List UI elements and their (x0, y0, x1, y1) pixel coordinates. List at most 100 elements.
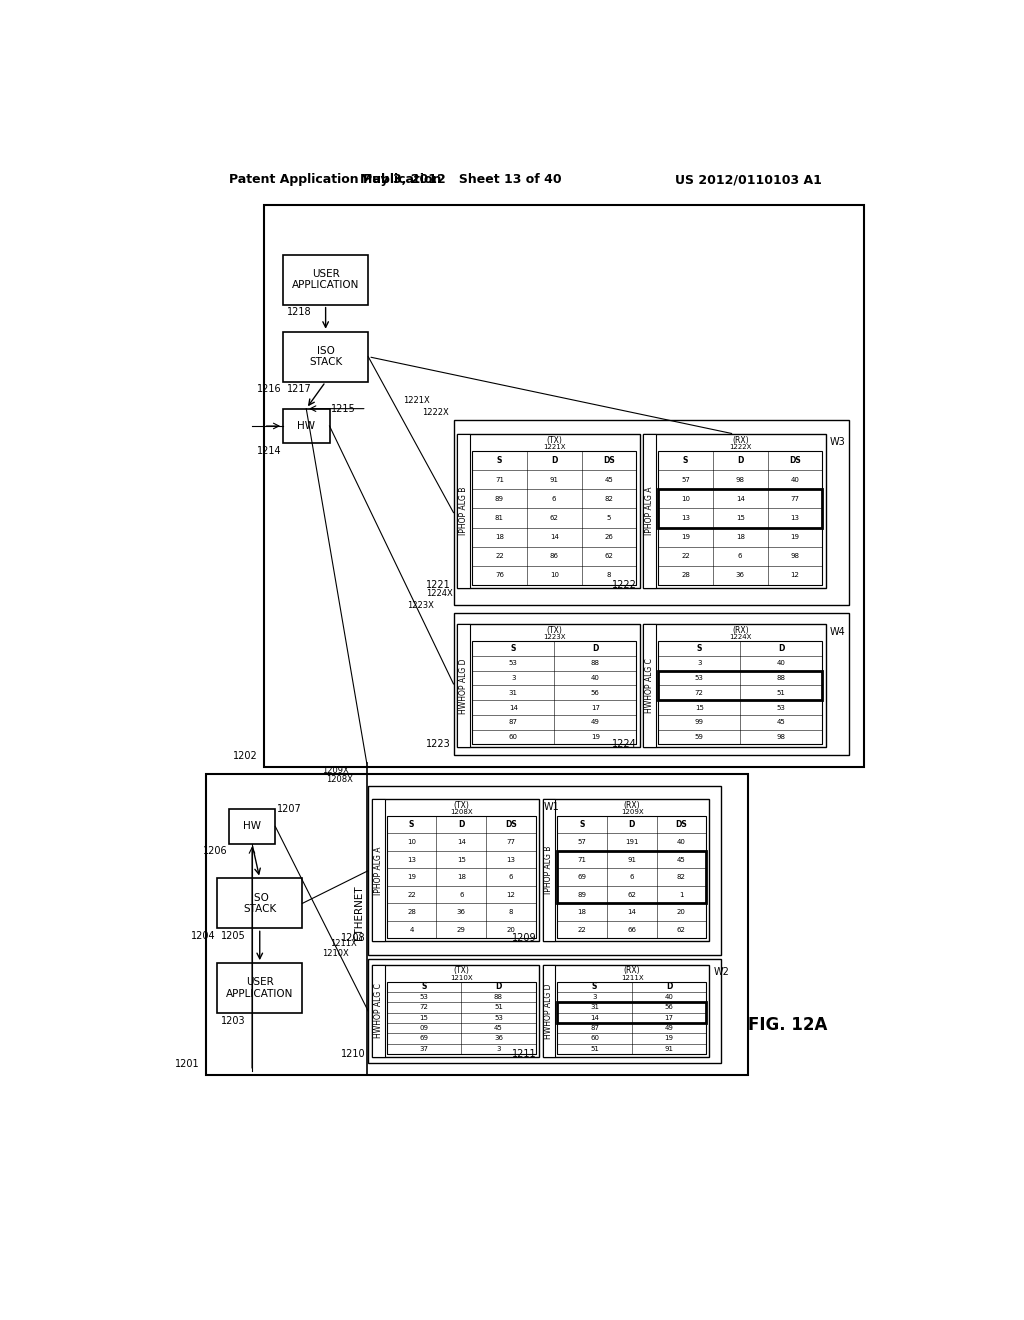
Bar (658, 642, 822, 744)
Text: S: S (511, 644, 516, 653)
Text: 1209X: 1209X (323, 766, 349, 775)
Text: Patent Application Publication: Patent Application Publication (228, 173, 441, 186)
Text: D: D (629, 820, 635, 829)
Text: 3: 3 (497, 1045, 501, 1052)
Text: 69: 69 (578, 874, 587, 880)
Text: 1211X: 1211X (621, 974, 643, 981)
Bar (557, 816, 707, 939)
Text: 77: 77 (791, 496, 800, 502)
Text: DS: DS (603, 457, 614, 465)
Text: 1218: 1218 (287, 308, 311, 317)
Text: 82: 82 (604, 496, 613, 502)
Bar (263, 205, 864, 767)
Text: (TX): (TX) (547, 626, 562, 635)
Text: USER
APPLICATION: USER APPLICATION (226, 977, 294, 999)
Text: 53: 53 (494, 1015, 503, 1020)
Text: (RX): (RX) (732, 436, 749, 445)
Text: (RX): (RX) (732, 626, 749, 635)
Text: 77: 77 (506, 840, 515, 845)
Text: D: D (458, 820, 465, 829)
Text: 17: 17 (591, 705, 600, 710)
Bar (658, 671, 822, 700)
Text: 40: 40 (591, 675, 600, 681)
Text: 13: 13 (506, 857, 515, 863)
Text: 1216: 1216 (257, 384, 282, 395)
Bar (557, 1002, 707, 1023)
Text: IPHOP ALG B: IPHOP ALG B (459, 487, 468, 535)
Text: IPHOP ALG A: IPHOP ALG A (374, 846, 383, 895)
Text: (RX): (RX) (624, 966, 640, 975)
Text: 1201: 1201 (175, 1059, 200, 1069)
Text: IPHOP ALG B: IPHOP ALG B (545, 846, 553, 895)
Bar (283, 255, 369, 305)
Text: 81: 81 (495, 515, 504, 521)
Text: 98: 98 (791, 553, 800, 560)
Text: FIG. 12A: FIG. 12A (748, 1015, 827, 1034)
Text: 91: 91 (550, 477, 559, 483)
Text: 1211: 1211 (512, 1049, 537, 1059)
Text: 57: 57 (681, 477, 690, 483)
Text: 1210X: 1210X (451, 974, 473, 981)
Text: 1206: 1206 (203, 846, 227, 857)
Text: S: S (696, 644, 701, 653)
Text: S: S (409, 820, 415, 829)
Text: D: D (666, 982, 672, 991)
Text: ETHERNET: ETHERNET (354, 886, 364, 940)
Text: W3: W3 (830, 437, 846, 446)
Text: 18: 18 (457, 874, 466, 880)
Text: 5: 5 (607, 515, 611, 521)
Text: 6: 6 (552, 496, 556, 502)
Text: 18: 18 (736, 535, 744, 540)
Bar (658, 451, 822, 585)
Text: 89: 89 (578, 892, 587, 898)
Text: D: D (496, 982, 502, 991)
Text: 1202: 1202 (232, 751, 257, 760)
Text: 1208X: 1208X (451, 809, 473, 816)
Text: 6: 6 (630, 874, 634, 880)
Text: HWHOP ALG C: HWHOP ALG C (645, 659, 654, 713)
Text: 28: 28 (681, 573, 690, 578)
Text: 36: 36 (736, 573, 744, 578)
Text: 19: 19 (681, 535, 690, 540)
Text: 51: 51 (590, 1045, 599, 1052)
Bar (387, 816, 536, 939)
Bar (372, 965, 539, 1057)
Text: ISO
STACK: ISO STACK (243, 892, 276, 915)
Bar (206, 775, 748, 1074)
Bar (472, 451, 636, 585)
Bar (458, 624, 640, 747)
Text: 1221X: 1221X (403, 396, 430, 405)
Text: 14: 14 (736, 496, 744, 502)
Text: 14: 14 (628, 909, 636, 915)
Text: 1214: 1214 (257, 446, 282, 455)
Bar (372, 799, 539, 941)
Text: 98: 98 (777, 734, 785, 741)
Bar (472, 642, 636, 744)
Bar (643, 434, 655, 589)
Text: 1209X: 1209X (621, 809, 643, 816)
Text: 69: 69 (420, 1035, 429, 1041)
Text: 87: 87 (590, 1026, 599, 1031)
Text: D: D (737, 457, 743, 465)
Text: 1223X: 1223X (407, 601, 434, 610)
Text: 36: 36 (457, 909, 466, 915)
Text: 37: 37 (420, 1045, 429, 1052)
Text: 45: 45 (604, 477, 613, 483)
Text: 15: 15 (420, 1015, 428, 1020)
Text: 71: 71 (578, 857, 587, 863)
Text: 10: 10 (681, 496, 690, 502)
Bar (557, 851, 707, 903)
Text: 31: 31 (509, 690, 518, 696)
Text: 17: 17 (665, 1015, 674, 1020)
Text: 88: 88 (591, 660, 600, 667)
Bar (543, 799, 710, 941)
Text: 91: 91 (665, 1045, 674, 1052)
Text: DS: DS (790, 457, 801, 465)
Text: 14: 14 (590, 1015, 599, 1020)
Text: HW: HW (243, 821, 261, 832)
Text: 56: 56 (665, 1005, 674, 1010)
Text: 45: 45 (677, 857, 686, 863)
Text: 13: 13 (408, 857, 416, 863)
Bar (543, 799, 555, 941)
Bar (557, 982, 707, 1053)
